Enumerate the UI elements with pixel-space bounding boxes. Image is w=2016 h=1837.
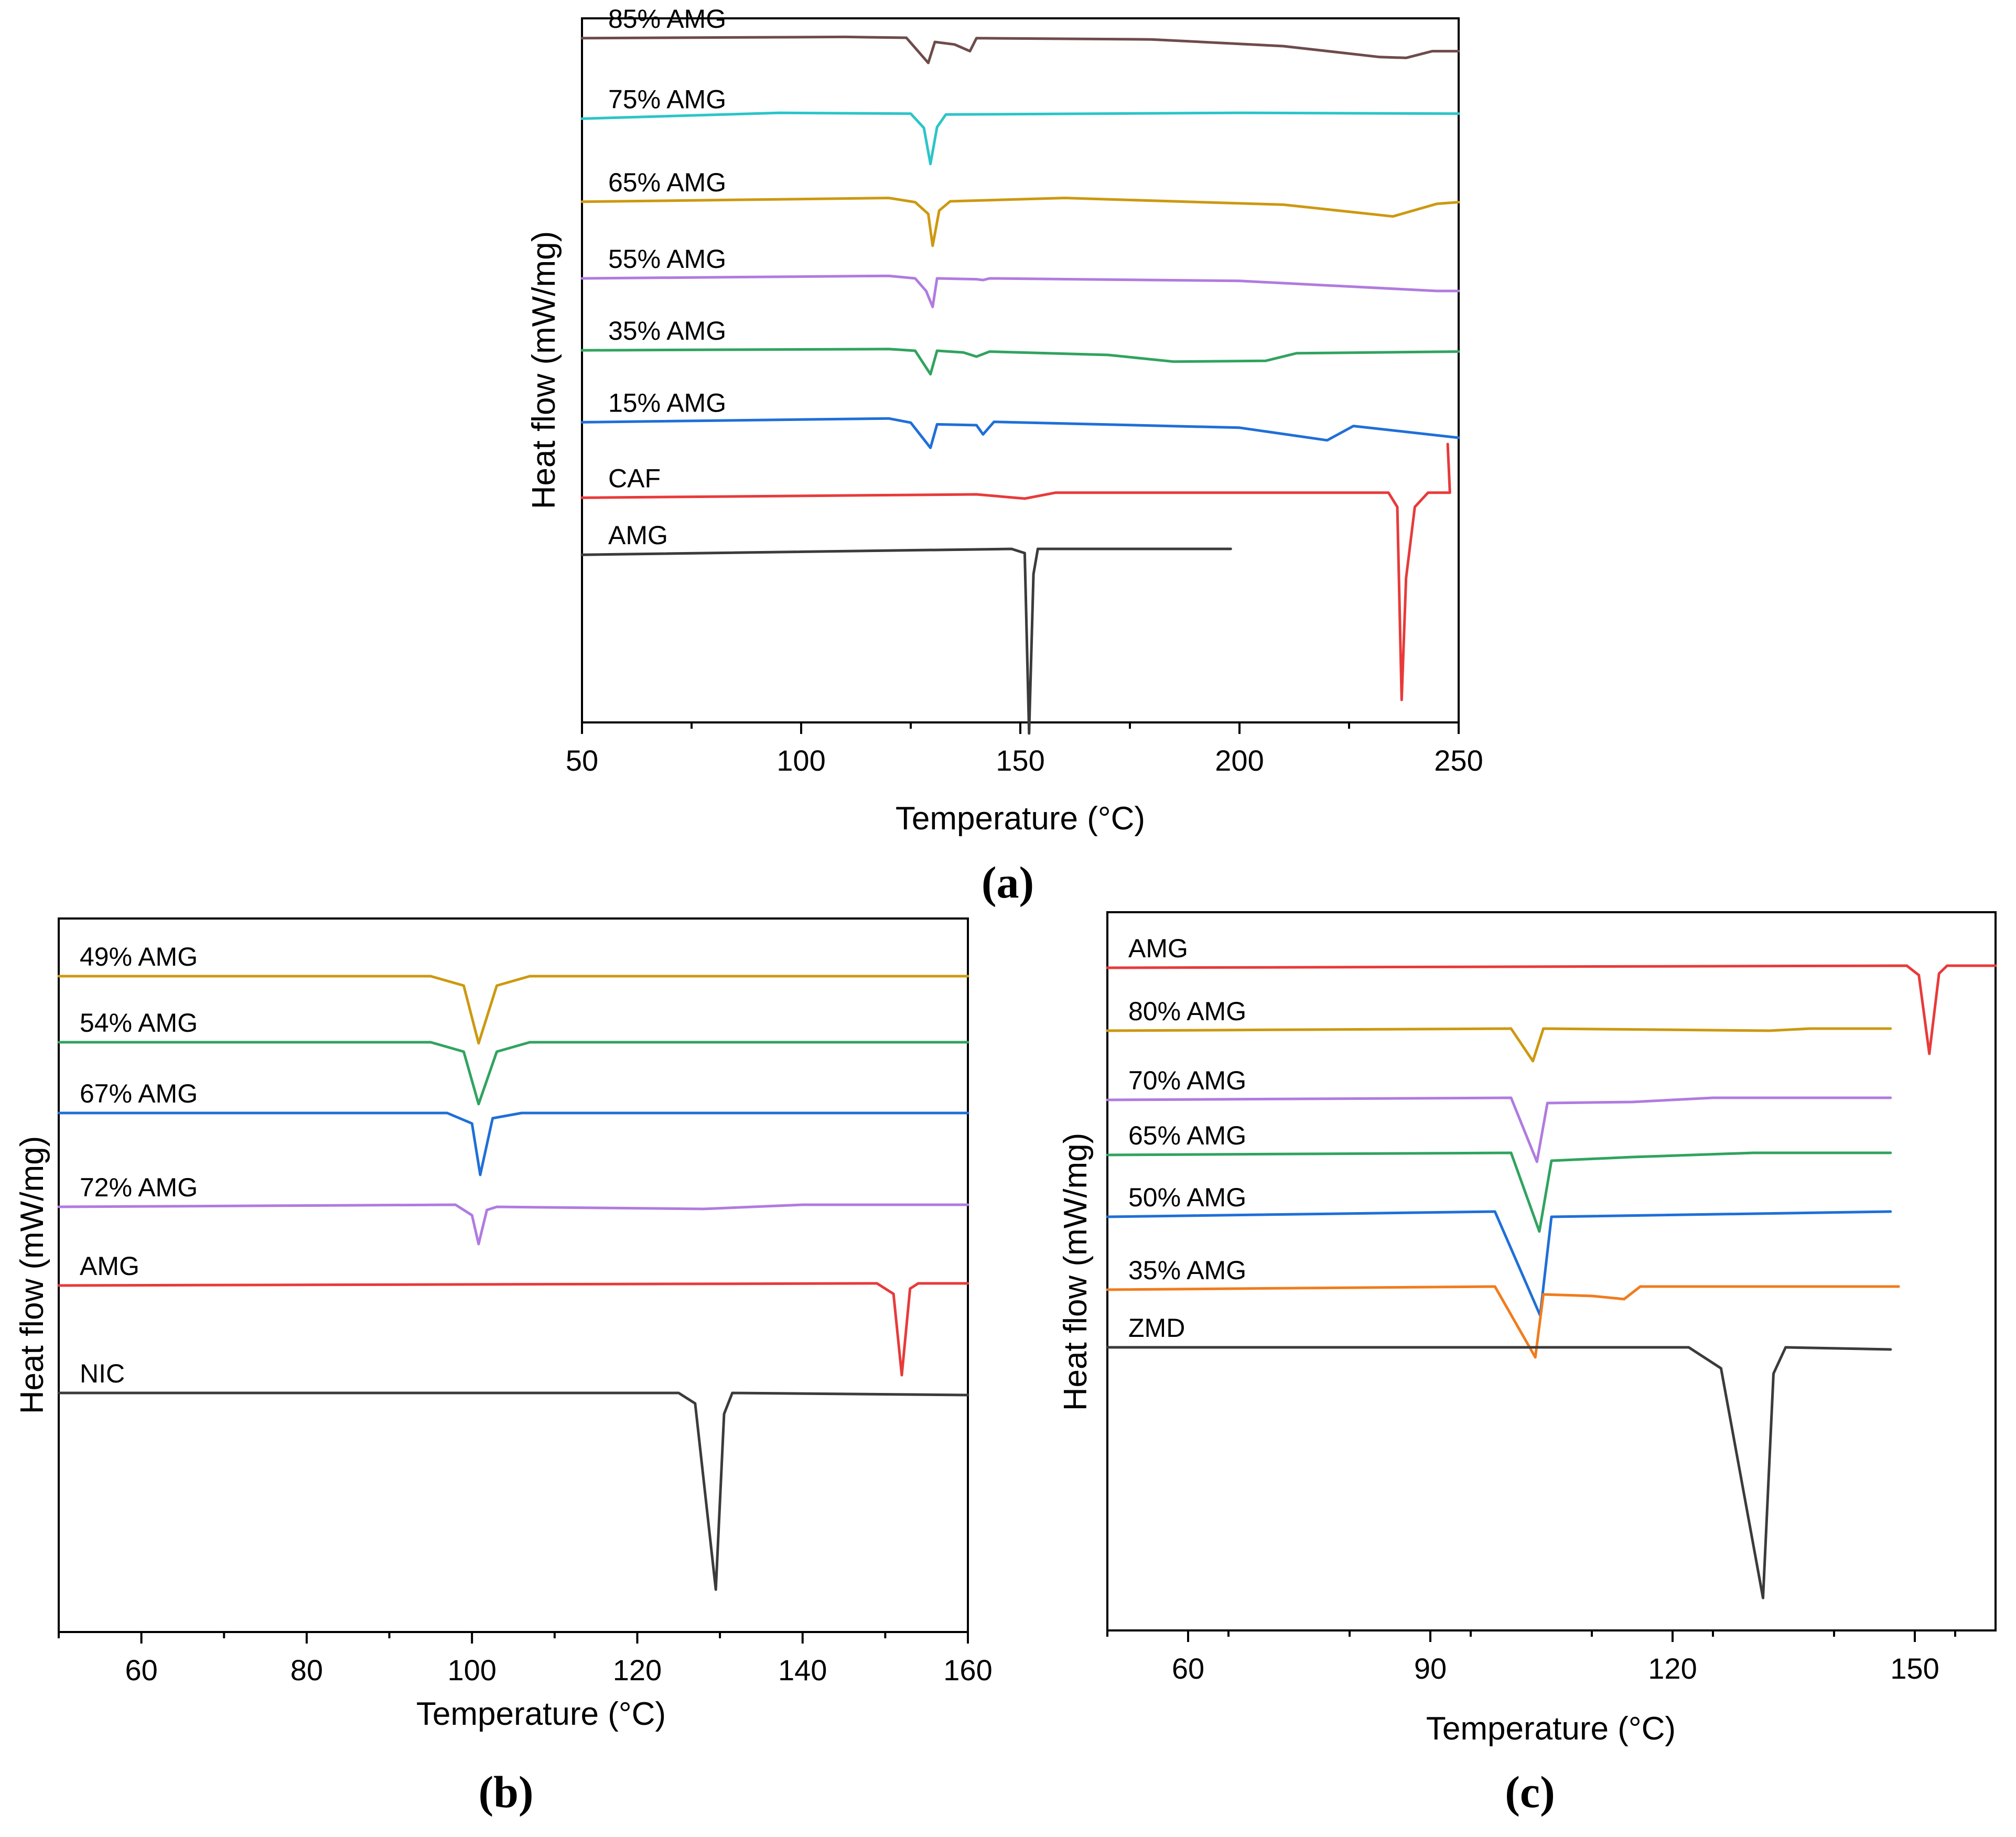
traces-b: 49% AMG 54% AMG 67% AMG 72% AMG AMG NIC	[57, 942, 969, 1591]
series-label: 55% AMG	[608, 244, 726, 274]
series-label: NIC	[80, 1359, 125, 1388]
x-axis-title-a: Temperature (°C)	[896, 801, 1145, 837]
x-tick-label: 100	[777, 744, 825, 777]
series-label: 72% AMG	[80, 1173, 198, 1202]
series-line-49-amg	[57, 975, 969, 1045]
x-tick-label: 90	[1414, 1652, 1447, 1685]
x-tick-label: 160	[943, 1654, 992, 1687]
series-line-55-amg	[580, 274, 1460, 308]
series-line-caf	[580, 442, 1451, 701]
series-label: 50% AMG	[1128, 1183, 1246, 1212]
series-line-35-amg	[1106, 1285, 1900, 1359]
x-tick-label: 120	[1648, 1652, 1697, 1685]
series-label: CAF	[608, 463, 661, 493]
series-label: 70% AMG	[1128, 1066, 1246, 1095]
ticks-a: 50 100 150 200 250	[566, 722, 1483, 777]
series-label: 65% AMG	[608, 168, 726, 197]
series-line-15-amg	[580, 417, 1460, 449]
x-tick-label: 50	[566, 744, 598, 777]
traces-a: 85% AMG 75% AMG 65% AMG 55% AMG 35% AMG 15% A…	[580, 4, 1460, 735]
series-label: 85% AMG	[608, 4, 726, 34]
series-line-65-amg	[580, 197, 1460, 247]
y-axis-title-c: Heat flow (mW/mg)	[1058, 1133, 1094, 1411]
panel-caption-b: (b)	[478, 1767, 533, 1817]
series-line-amg	[1106, 964, 1997, 1055]
series-label: 65% AMG	[1128, 1121, 1246, 1150]
x-tick-label: 80	[290, 1654, 323, 1687]
plot-frame-b	[58, 917, 969, 1633]
x-axis-title-b: Temperature (°C)	[416, 1696, 666, 1732]
series-label: ZMD	[1128, 1313, 1185, 1343]
series-line-amg	[580, 547, 1232, 735]
x-axis-title-c: Temperature (°C)	[1426, 1711, 1676, 1747]
series-line-65-amg	[1106, 1151, 1892, 1233]
series-line-54-amg	[57, 1041, 969, 1106]
ticks-c: 60 90 120 150	[1106, 1630, 1956, 1685]
y-axis-title-a: Heat flow (mW/mg)	[526, 231, 562, 509]
x-tick-label: 150	[1890, 1652, 1939, 1685]
series-label: 15% AMG	[608, 388, 726, 417]
series-line-75-amg	[580, 111, 1460, 166]
series-line-72-amg	[57, 1203, 969, 1246]
series-label: 67% AMG	[80, 1079, 198, 1108]
series-label: 75% AMG	[608, 84, 726, 114]
y-axis-title-b: Heat flow (mW/mg)	[14, 1136, 50, 1414]
series-line-80-amg	[1106, 1027, 1892, 1063]
series-label: 80% AMG	[1128, 997, 1246, 1026]
series-line-67-amg	[57, 1111, 969, 1176]
series-label: 49% AMG	[80, 942, 198, 971]
x-tick-label: 150	[996, 744, 1044, 777]
series-label: 54% AMG	[80, 1008, 198, 1038]
series-line-zmd	[1106, 1346, 1892, 1600]
x-tick-label: 120	[613, 1654, 662, 1687]
panel-caption-c: (c)	[1505, 1767, 1555, 1817]
x-tick-label: 200	[1215, 744, 1264, 777]
panel-c: AMG 80% AMG 70% AMG 65% AMG 50% AMG 35% AMG ZM…	[1058, 911, 1997, 1817]
series-line-35-amg	[580, 348, 1460, 376]
x-tick-label: 100	[447, 1654, 496, 1687]
x-tick-label: 60	[1172, 1652, 1204, 1685]
series-label: AMG	[1128, 934, 1188, 963]
series-line-85-amg	[580, 35, 1460, 64]
ticks-b: 60 80 100 120 140 160	[58, 1632, 993, 1687]
x-tick-label: 250	[1434, 744, 1483, 777]
series-line-70-amg	[1106, 1096, 1892, 1163]
series-line-amg	[57, 1282, 969, 1377]
plot-frame-c	[1106, 911, 1997, 1631]
panel-caption-a: (a)	[982, 857, 1034, 907]
series-label: AMG	[80, 1251, 139, 1281]
x-tick-label: 140	[778, 1654, 827, 1687]
panel-a: 85% AMG 75% AMG 65% AMG 55% AMG 35% AMG 15% A…	[526, 4, 1483, 907]
x-tick-label: 60	[125, 1654, 157, 1687]
series-label: 35% AMG	[608, 316, 726, 345]
series-line-nic	[57, 1391, 969, 1591]
panel-b: 49% AMG 54% AMG 67% AMG 72% AMG AMG NIC 60 80 1…	[14, 917, 993, 1817]
series-label: AMG	[608, 521, 668, 550]
plot-frame-a	[581, 17, 1460, 723]
traces-c: AMG 80% AMG 70% AMG 65% AMG 50% AMG 35% AMG ZM…	[1106, 934, 1997, 1600]
series-label: 35% AMG	[1128, 1256, 1246, 1285]
